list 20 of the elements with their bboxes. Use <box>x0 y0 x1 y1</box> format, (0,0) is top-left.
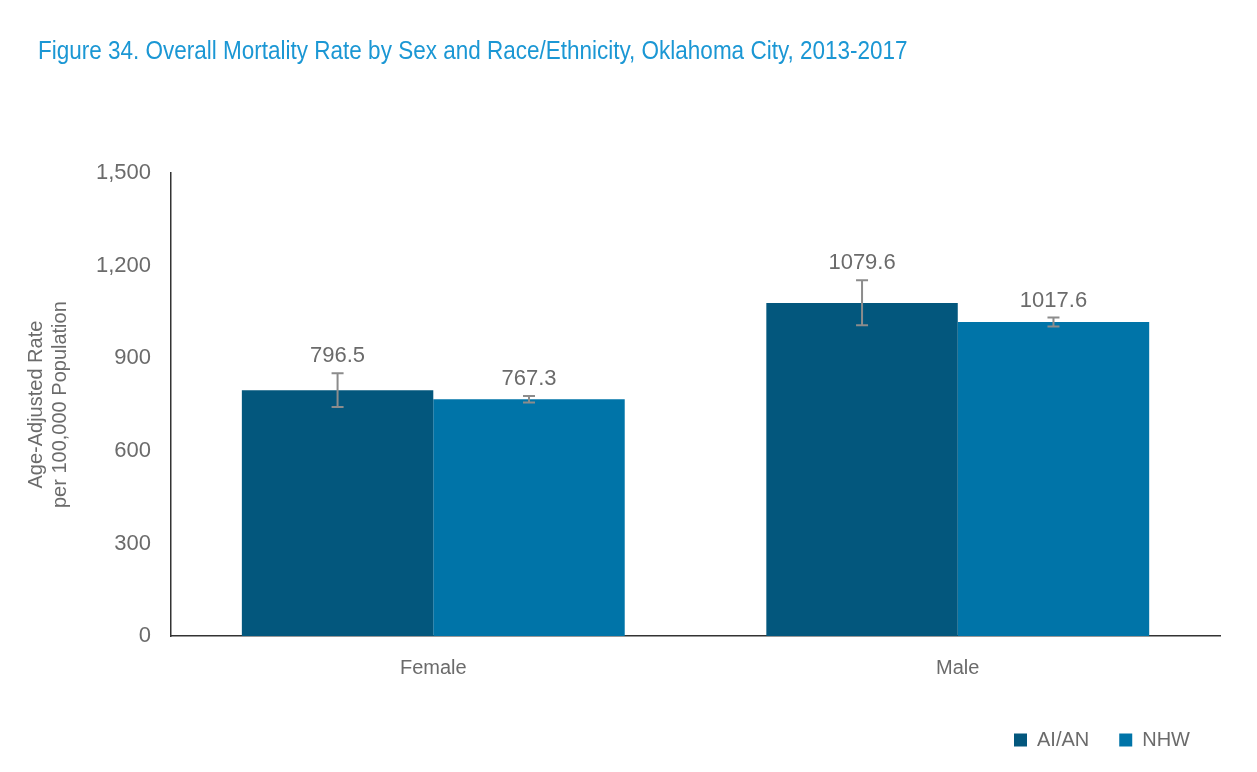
data-label: 1079.6 <box>828 249 896 275</box>
y-tick-label: 600 <box>114 436 152 462</box>
y-tick-label: 300 <box>114 529 152 555</box>
legend-label: NHW <box>1142 727 1191 750</box>
bar <box>957 322 1150 636</box>
chart-title: Figure 34. Overall Mortality Rate by Sex and Race/Ethnicity, Oklahoma City, 2013-2017 <box>38 36 908 65</box>
x-tick-label: Male <box>936 655 980 678</box>
y-axis-title: Age-Adjusted Rate per 100,000 Population <box>23 301 70 509</box>
x-tick-label: Female <box>399 655 467 678</box>
y-tick-label: 1,500 <box>95 159 152 185</box>
legend-label: AI/AN <box>1037 727 1090 750</box>
bar <box>433 399 625 636</box>
data-label: 1017.6 <box>1019 286 1088 312</box>
data-label: 796.5 <box>310 342 366 368</box>
bar <box>766 302 958 636</box>
y-tick-label: 900 <box>114 344 152 370</box>
bar <box>241 390 434 636</box>
data-label: 767.3 <box>501 365 557 391</box>
y-tick-label: 1,200 <box>95 251 152 277</box>
y-tick-label: 0 <box>138 622 152 648</box>
